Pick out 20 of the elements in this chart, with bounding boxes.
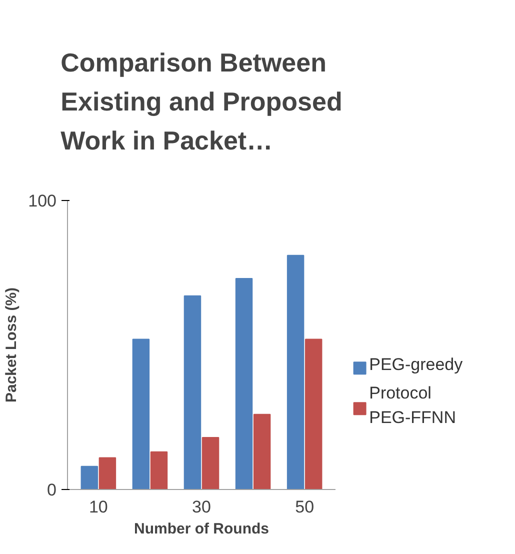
x-tick-label: 50 — [295, 498, 314, 516]
x-axis-title: Number of Rounds — [134, 520, 270, 538]
bar — [150, 451, 168, 490]
x-tick-label: 10 — [88, 498, 108, 516]
bar — [304, 338, 322, 490]
bar — [184, 295, 202, 490]
chart-title: Comparison Between Existing and Proposed Work in Packet… — [60, 48, 342, 156]
y-tick-label: 100 — [28, 192, 57, 210]
bar — [98, 457, 116, 490]
bar — [202, 436, 220, 490]
legend-label: Protocol PEG-FFNN — [369, 383, 456, 427]
bar — [80, 466, 98, 490]
bar — [253, 414, 271, 490]
x-tick-label: 30 — [192, 498, 211, 516]
bar — [132, 338, 150, 490]
bar — [286, 254, 304, 490]
y-axis-title: Packet Loss (%) — [3, 287, 20, 403]
legend-label: PEG-greedy — [369, 355, 464, 374]
bar — [235, 278, 253, 490]
y-tick-label: 0 — [47, 480, 57, 500]
